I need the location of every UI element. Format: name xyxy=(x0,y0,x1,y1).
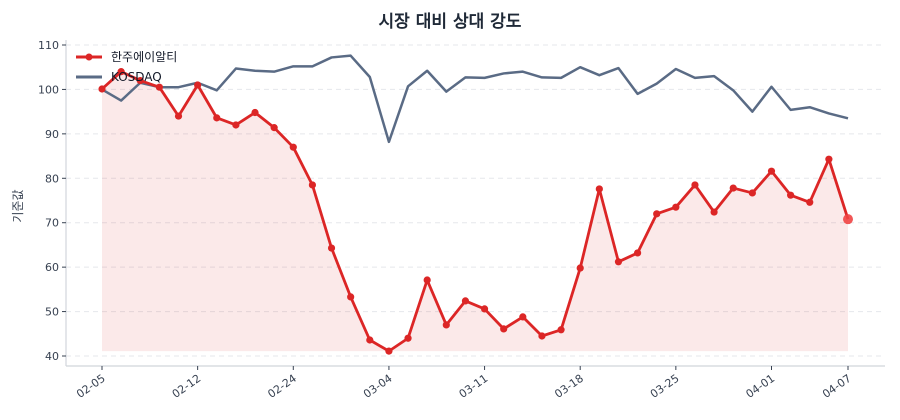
hanju-point xyxy=(633,249,642,257)
hanju-point xyxy=(480,305,489,313)
hanju-point xyxy=(174,112,183,120)
hanju-point xyxy=(327,244,336,252)
hanju-point xyxy=(595,185,603,193)
x-tick-label: 03-18 xyxy=(552,372,586,401)
hanju-point xyxy=(576,264,584,272)
hanju-point xyxy=(653,210,661,218)
y-tick-label: 100 xyxy=(38,83,59,96)
x-tick-label: 03-25 xyxy=(648,372,682,401)
hanju-point xyxy=(423,276,431,284)
legend-marker-hanju xyxy=(85,53,93,61)
legend: 한주에이알티 KOSDAQ xyxy=(76,50,177,84)
hanju-fill xyxy=(102,71,848,352)
x-tick-label: 04-07 xyxy=(820,372,854,401)
hanju-point xyxy=(194,81,202,89)
hanju-point xyxy=(347,293,355,301)
hanju-point xyxy=(557,326,565,334)
x-axis-ticks: 02-05 02-12 02-24 03-04 03-11 03-18 03-25 04-01… xyxy=(74,366,854,401)
y-tick-label: 70 xyxy=(45,217,59,230)
hanju-point xyxy=(155,83,163,91)
hanju-point xyxy=(461,297,470,305)
y-tick-label: 60 xyxy=(45,261,59,274)
y-tick-label: 50 xyxy=(45,306,59,319)
hanju-point xyxy=(672,203,680,211)
y-tick-label: 80 xyxy=(45,172,59,185)
hanju-point xyxy=(787,191,795,199)
series-fill-area xyxy=(102,71,848,352)
hanju-point xyxy=(366,336,374,344)
hanju-point xyxy=(213,114,221,122)
x-tick-label: 04-01 xyxy=(744,372,778,401)
hanju-point xyxy=(825,155,833,163)
x-tick-label: 02-05 xyxy=(74,372,108,401)
hanju-point xyxy=(404,334,412,342)
gridlines xyxy=(66,44,885,357)
hanju-point xyxy=(500,325,508,333)
chart-title: 시장 대비 상대 강도 xyxy=(379,12,522,32)
hanju-point xyxy=(691,181,699,189)
y-tick-label: 110 xyxy=(38,39,59,52)
hanju-point xyxy=(442,321,450,329)
hanju-point xyxy=(289,143,297,151)
hanju-point xyxy=(767,167,776,175)
hanju-point xyxy=(136,76,144,85)
hanju-point xyxy=(117,68,125,76)
y-axis-ticks: 40 50 60 70 80 90 100 110 xyxy=(38,39,66,363)
x-tick-label: 03-04 xyxy=(361,372,395,401)
hanju-point xyxy=(270,124,278,132)
hanju-point xyxy=(806,198,814,206)
y-axis-label: 기준값 xyxy=(11,189,25,222)
x-tick-label: 02-24 xyxy=(265,372,299,401)
hanju-point xyxy=(385,347,393,355)
hanju-point xyxy=(729,184,737,192)
hanju-point xyxy=(98,85,106,93)
y-tick-label: 40 xyxy=(45,350,59,363)
hanju-line xyxy=(101,70,850,353)
legend-label-hanju: 한주에이알티 xyxy=(111,50,177,64)
hanju-point xyxy=(614,258,623,266)
hanju-point xyxy=(232,121,240,129)
hanju-point xyxy=(251,108,259,117)
series-lines xyxy=(98,54,853,355)
x-tick-label: 02-12 xyxy=(170,372,204,401)
kosdaq-line xyxy=(101,54,849,144)
hanju-point xyxy=(710,208,718,216)
y-tick-label: 90 xyxy=(45,128,59,141)
legend-label-kosdaq: KOSDAQ xyxy=(111,70,162,84)
hanju-point xyxy=(308,181,317,189)
hanju-point xyxy=(538,332,546,340)
hanju-point xyxy=(519,313,527,321)
hanju-last-point xyxy=(843,214,853,225)
x-tick-label: 03-11 xyxy=(457,372,491,401)
hanju-point xyxy=(748,189,756,197)
